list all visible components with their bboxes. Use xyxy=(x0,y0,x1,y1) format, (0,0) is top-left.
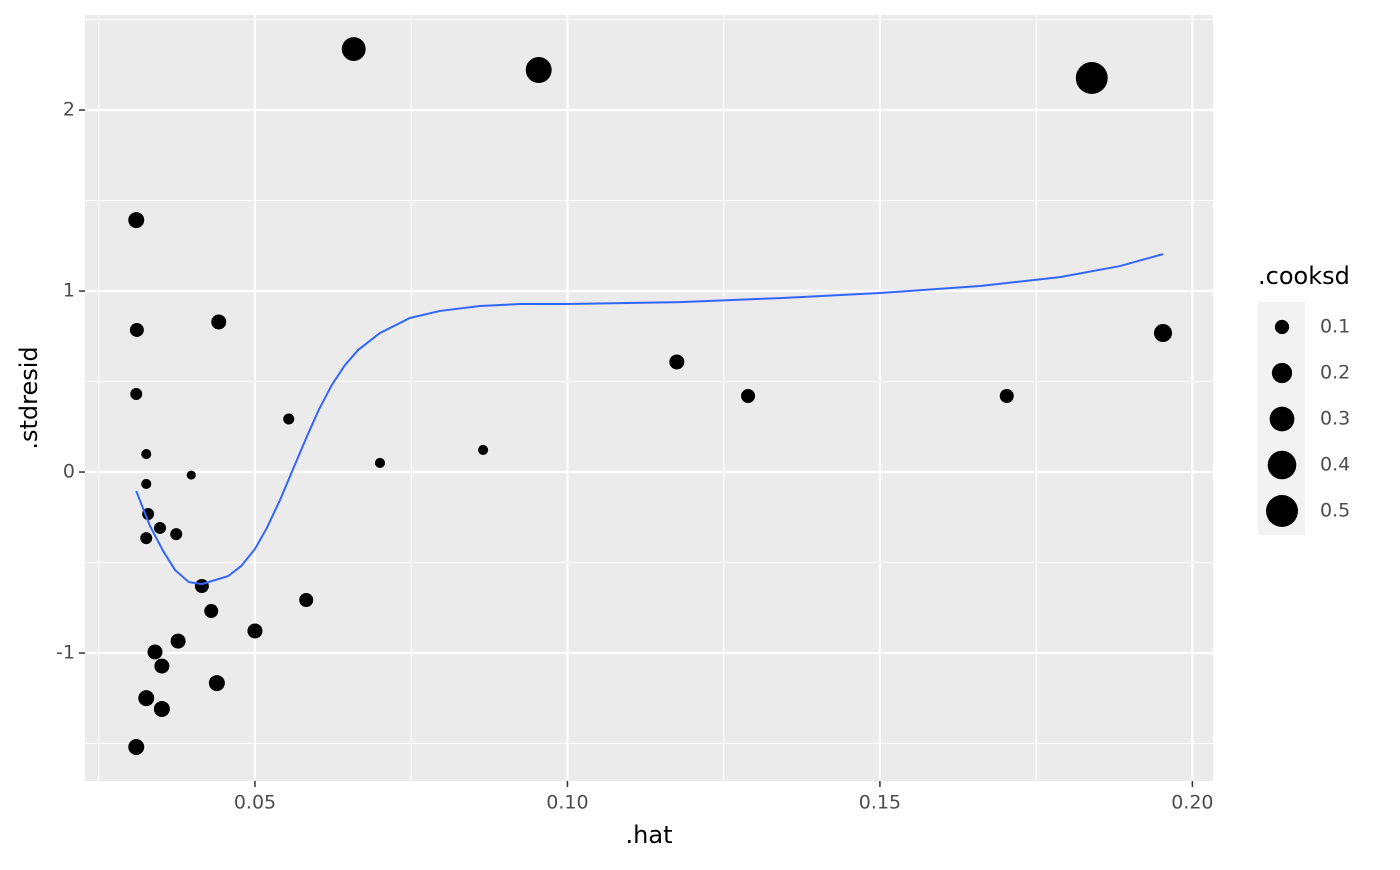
x-tick-label: 0.15 xyxy=(859,792,901,814)
point xyxy=(186,470,196,480)
legend-title: .cooksd xyxy=(1258,262,1350,290)
smooth-line xyxy=(135,253,1164,586)
point xyxy=(208,675,225,692)
point xyxy=(128,738,145,755)
point xyxy=(141,449,152,460)
legend-label: 0.3 xyxy=(1320,408,1350,430)
point xyxy=(211,314,227,330)
marks xyxy=(128,37,1173,755)
point xyxy=(147,644,163,660)
legend-label: 0.2 xyxy=(1320,362,1350,384)
x-tick-label: 0.20 xyxy=(1171,792,1213,814)
y-tick-label: 1 xyxy=(63,280,75,302)
legend-key xyxy=(1269,406,1295,432)
legend-key xyxy=(1271,362,1293,384)
point xyxy=(247,623,263,639)
point xyxy=(140,532,153,545)
legend-key xyxy=(1274,319,1290,335)
point xyxy=(138,690,155,707)
point xyxy=(1153,323,1173,343)
point xyxy=(1075,62,1108,94)
legend-key xyxy=(1267,450,1297,480)
legend-label: 0.1 xyxy=(1320,316,1350,338)
point xyxy=(128,212,145,229)
legend-label: 0.4 xyxy=(1320,454,1350,476)
point xyxy=(341,37,366,61)
point xyxy=(204,604,219,619)
point xyxy=(154,521,166,534)
point xyxy=(478,444,489,456)
point xyxy=(741,389,756,404)
point xyxy=(141,478,152,490)
grid xyxy=(85,15,1213,781)
point xyxy=(669,354,685,370)
x-tick-label: 0.05 xyxy=(234,792,276,814)
point xyxy=(170,528,183,541)
legend-label: 0.5 xyxy=(1320,500,1350,522)
y-tick-label: 0 xyxy=(63,461,75,483)
legend-key xyxy=(1266,495,1298,527)
point xyxy=(194,579,209,594)
point xyxy=(299,592,314,608)
point xyxy=(129,322,144,337)
x-tick-label: 0.10 xyxy=(546,792,588,814)
point xyxy=(999,389,1014,404)
point xyxy=(170,633,186,649)
point xyxy=(153,700,170,717)
y-tick-label: 2 xyxy=(63,99,75,121)
point xyxy=(154,658,170,674)
point xyxy=(283,413,295,425)
x-axis-title: .hat xyxy=(626,821,673,849)
y-tick-label: -1 xyxy=(56,642,75,664)
point xyxy=(130,388,143,400)
y-axis-title: .stdresid xyxy=(15,346,43,449)
point xyxy=(374,457,386,469)
point xyxy=(525,57,552,84)
